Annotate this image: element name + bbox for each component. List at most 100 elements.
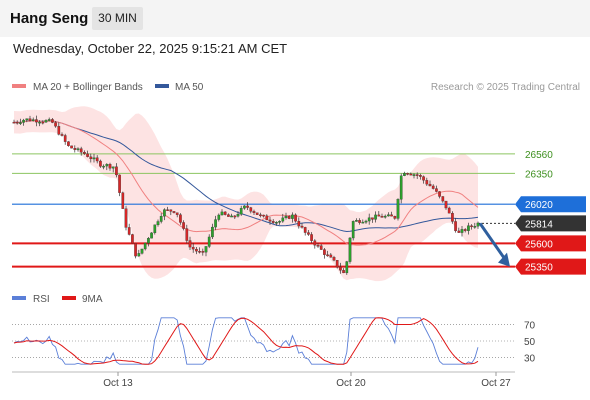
candle-body [83,152,86,154]
candle [319,244,323,250]
candle-body [303,227,307,233]
candle-body [259,214,262,217]
candle-body [342,270,345,274]
x-tick-label: Oct 20 [336,378,366,389]
candle [262,214,265,218]
candle-body [227,214,230,217]
candle [51,118,54,124]
candle-body [92,157,96,160]
candle-body [150,232,153,239]
candle-body [105,164,109,167]
candle-body [134,243,137,257]
candle-body [220,211,224,216]
candle-body [476,222,480,227]
candle [463,228,467,233]
candle [396,198,400,221]
candle-body [191,246,195,250]
candle [265,214,269,221]
legend-ma20-label: MA 20 + Bollinger Bands [33,82,143,93]
candle-body [76,148,80,150]
candle [403,171,406,177]
candle-body [121,192,125,209]
candle-body [371,217,374,220]
legend-ma50-swatch [155,84,169,88]
legend-ma50-label: MA 50 [175,82,204,93]
candle-body [41,121,45,124]
candle [207,234,211,249]
candle [438,191,441,199]
candle-body [207,236,211,247]
candle [422,175,425,184]
candle-body [67,141,70,146]
candle-body [406,173,409,175]
candle-body [262,214,265,217]
ma50-line [13,120,479,233]
candle-body [163,209,166,217]
candle-body [431,185,435,189]
candle [275,221,278,226]
candle-body [345,261,349,274]
level-label-26350: 26350 [525,169,553,180]
level-label-25350: 25350 [525,263,553,274]
report-datetime: Wednesday, October 22, 2025 9:15:21 AM C… [13,41,288,56]
bollinger-band-fill [14,106,478,282]
candle-body [323,249,326,255]
candle [358,218,361,225]
candle-body [115,166,118,176]
candle [399,173,403,204]
candle [332,255,336,262]
ma20-line [13,120,479,246]
candle-body [351,221,355,239]
candle [441,196,445,203]
candle [243,205,246,210]
candle-body [300,225,304,228]
candle [227,213,230,217]
legend-ma20-swatch [12,84,26,88]
candle-body [473,226,477,228]
candle [255,212,259,215]
candle-body [265,215,269,221]
candle-body [294,214,297,222]
candle [169,209,173,216]
level-tag-25600 [515,235,586,252]
candle-body [316,245,320,247]
candle-body [89,156,93,160]
candle [12,119,16,124]
candle-body [217,214,221,220]
candle [335,259,339,269]
candle [115,163,118,178]
candle-body [233,215,237,218]
candle [38,120,41,127]
candle-body [51,119,54,123]
candle [76,147,80,152]
level-tag-26020 [515,196,586,213]
candle-body [188,240,192,248]
candle [86,150,89,158]
candle [473,222,477,229]
candle-body [22,119,25,123]
candle-body [470,225,473,228]
candle-body [319,245,323,250]
candle-body [364,220,368,223]
candle [387,212,390,217]
forecast-arrow-head [498,252,510,267]
candle-body [297,221,301,227]
candle [134,243,137,259]
candle-body [460,229,464,233]
candle-body [137,253,141,257]
candle [25,118,29,123]
candle [35,115,38,127]
candle [175,212,179,218]
candle-body [172,211,176,213]
candle-body [230,215,233,218]
candle-body [425,180,429,185]
candle [284,212,288,220]
candle-body [454,221,457,232]
candle [83,150,86,155]
candle-body [54,122,57,127]
candle-body [358,220,361,223]
candles [12,115,480,275]
price-levels [12,153,515,268]
candle-body [310,234,313,241]
timeframe-badge[interactable]: 30 MIN [92,7,143,30]
